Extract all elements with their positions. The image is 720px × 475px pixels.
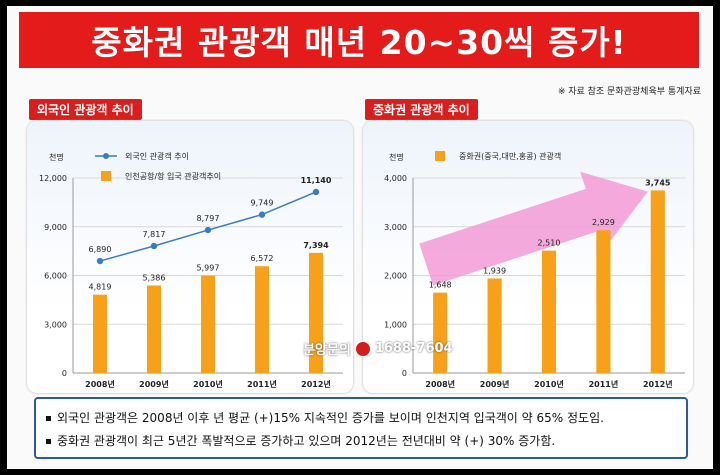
foreign-tourist-chart: 천명 0 3,000 6,000 9,000 12,000 2008년 2009년 2010년 2… <box>27 121 353 393</box>
watermark-text-left: 분양문의 <box>303 343 351 358</box>
y-tick-label: 3,000 <box>384 223 407 232</box>
bar-data-label: 5,997 <box>197 264 220 273</box>
point-data-label: 11,140 <box>301 176 332 185</box>
y-tick-label: 1,000 <box>384 320 407 329</box>
bar <box>200 275 216 373</box>
slide: 중화권 관광객 매년 20~30씩 증가! ※ 자료 참조 문화관광체육부 통계… <box>7 6 713 469</box>
chinese-tourist-chart-svg: 천명 0 1,000 2,000 3,000 4,000 2008년 2009년 2010년 20… <box>384 151 685 389</box>
bar <box>596 230 611 373</box>
bar-data-label: 5,386 <box>143 273 166 282</box>
bar <box>650 190 665 373</box>
y-tick-label: 4,000 <box>384 174 407 183</box>
bar-data-label: 6,572 <box>251 254 274 263</box>
y-tick-label: 2,000 <box>384 272 407 281</box>
summary-note-1: 외국인 관광객은 2008년 이후 년 평균 (+)15% 지속적인 증가를 보… <box>46 409 604 426</box>
bar-data-label: 2,510 <box>538 239 561 248</box>
legend-label: 인천공항/항 입국 관광객추이 <box>125 171 221 181</box>
y-tick-label: 3,000 <box>44 320 67 329</box>
point-data-label: 8,797 <box>197 214 220 223</box>
x-tick-label: 2011년 <box>247 379 277 389</box>
watermark-phone: 1688-7604 <box>374 341 453 356</box>
chinese-tourist-chart: 천명 0 1,000 2,000 3,000 4,000 2008년 2009년 2010년 20… <box>363 121 693 393</box>
x-tick-label: 2010년 <box>534 379 564 389</box>
y-tick-label: 9,000 <box>44 223 67 232</box>
x-tick-label: 2012년 <box>301 379 331 389</box>
legend-label: 중화권(중국,대만,홍콩) 관광객 <box>459 151 561 161</box>
line-point <box>150 242 158 250</box>
bar <box>146 285 162 373</box>
x-tick-label: 2008년 <box>85 379 115 389</box>
y-tick-label: 0 <box>402 369 407 378</box>
bullet-icon <box>46 416 51 421</box>
trend-arrow-shape <box>419 171 648 286</box>
summary-note-text: 중화권 관광객이 최근 5년간 폭발적으로 증가하고 있으며 2012년는 전년… <box>57 434 556 448</box>
phone-logo-icon <box>354 340 371 357</box>
bar-data-label: 4,819 <box>89 283 112 292</box>
bar <box>487 278 502 373</box>
bar-data-label: 1,939 <box>483 266 506 275</box>
bar <box>433 292 448 373</box>
summary-note-2: 중화권 관광객이 최근 5년간 폭발적으로 증가하고 있으며 2012년는 전년… <box>46 432 555 449</box>
line-point <box>204 226 212 234</box>
contact-watermark: 분양문의 1688-7604 <box>303 339 453 358</box>
x-tick-label: 2011년 <box>589 379 619 389</box>
legend-bar-swatch <box>435 151 445 161</box>
x-tick-label: 2009년 <box>480 379 510 389</box>
y-unit-label: 천명 <box>49 152 64 162</box>
headline-banner: 중화권 관광객 매년 20~30씩 증가! <box>19 12 699 68</box>
y-tick-label: 6,000 <box>44 272 67 281</box>
foreign-tourist-chart-svg: 천명 0 3,000 6,000 9,000 12,000 2008년 2009년 2010년 2… <box>39 151 343 389</box>
right-panel-title: 중화권 관광객 추이 <box>365 99 478 120</box>
summary-note-text: 외국인 관광객은 2008년 이후 년 평균 (+)15% 지속적인 증가를 보… <box>57 411 604 425</box>
legend-label: 외국인 관광객 추이 <box>125 151 189 161</box>
bar-data-label: 3,745 <box>645 178 671 187</box>
line-point <box>258 211 266 218</box>
y-unit-label: 천명 <box>389 152 404 162</box>
legend-bar-swatch <box>101 171 111 181</box>
line-point <box>96 257 104 265</box>
bar <box>541 250 557 373</box>
left-panel-title: 외국인 관광객 추이 <box>29 99 142 120</box>
bar <box>92 294 108 373</box>
point-data-label: 9,749 <box>251 199 274 208</box>
x-tick-label: 2008년 <box>425 379 455 389</box>
line-point <box>312 188 320 196</box>
source-note: ※ 자료 참조 문화관광체육부 통계자료 <box>557 87 701 97</box>
bullet-icon <box>46 439 51 444</box>
bar <box>308 252 324 373</box>
bar-data-label: 7,394 <box>303 241 329 250</box>
y-tick-label: 0 <box>62 369 67 378</box>
y-tick-label: 12,000 <box>39 174 67 183</box>
point-data-label: 6,890 <box>89 245 112 254</box>
x-tick-label: 2010년 <box>193 379 223 389</box>
bar-data-label: 1,648 <box>429 281 452 290</box>
x-tick-label: 2012년 <box>643 379 673 389</box>
trend-arrow-icon <box>419 171 648 286</box>
bar-data-label: 2,929 <box>592 218 615 227</box>
x-tick-label: 2009년 <box>139 379 169 389</box>
legend-marker-swatch <box>103 153 109 159</box>
summary-notes-box: 외국인 관광객은 2008년 이후 년 평균 (+)15% 지속적인 증가를 보… <box>34 397 688 459</box>
bar <box>254 266 270 373</box>
point-data-label: 7,817 <box>143 230 166 239</box>
